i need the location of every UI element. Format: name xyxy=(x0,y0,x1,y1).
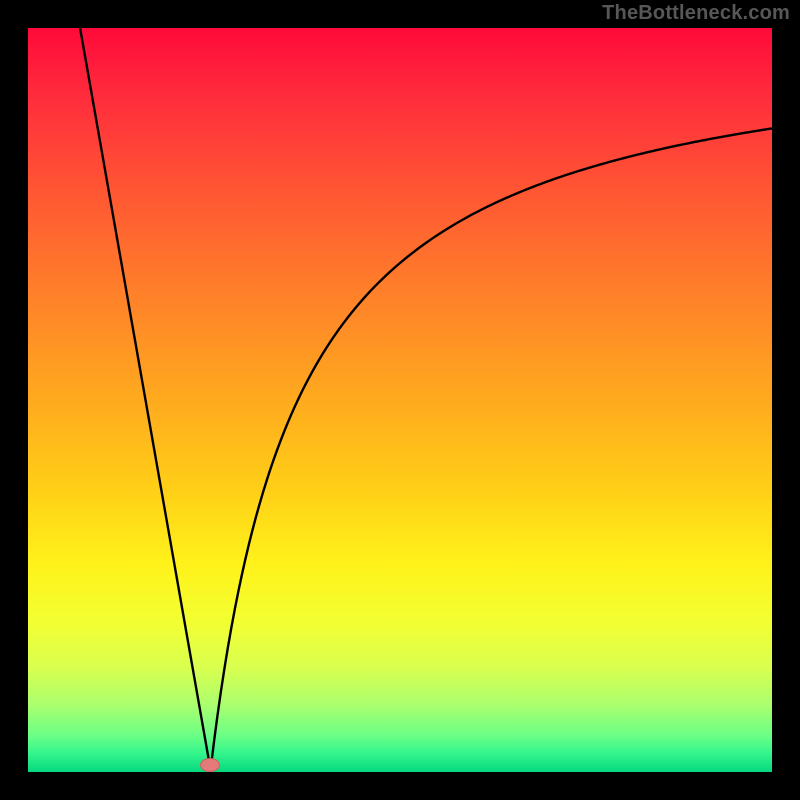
watermark-text: TheBottleneck.com xyxy=(602,2,790,25)
plot-area xyxy=(28,28,772,772)
curve-svg xyxy=(28,28,772,772)
bottleneck-curve xyxy=(80,28,772,772)
